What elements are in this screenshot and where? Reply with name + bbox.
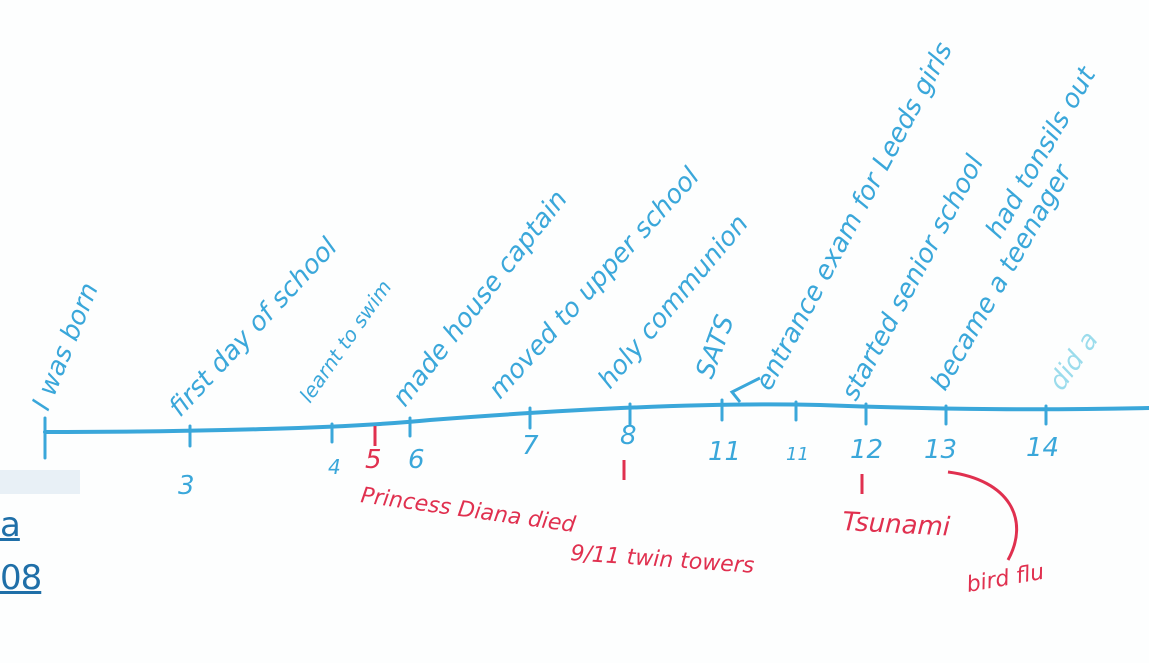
world-event: Tsunami	[842, 507, 952, 543]
age-label: 11	[786, 444, 809, 465]
timeline-ticks	[43, 398, 1048, 460]
link-fragment-bottom[interactable]: 08	[0, 558, 42, 598]
timeline-axis	[43, 402, 1149, 434]
age-label: 3	[178, 471, 195, 501]
age-label: 5	[365, 445, 382, 475]
age-label: 4	[328, 455, 341, 479]
age-label: 8	[620, 421, 637, 451]
age-label: 12	[850, 435, 883, 465]
bird-flu-connector	[947, 470, 1019, 561]
link-fragment-top[interactable]: a	[0, 505, 21, 545]
age-label: 7	[522, 431, 539, 461]
age-label: 14	[1026, 433, 1059, 463]
sats-arrow	[729, 376, 761, 403]
link-background-strip	[0, 470, 80, 494]
age-label: 13	[924, 435, 957, 465]
age-label: 6	[408, 445, 425, 475]
age-label: 11	[708, 437, 741, 467]
